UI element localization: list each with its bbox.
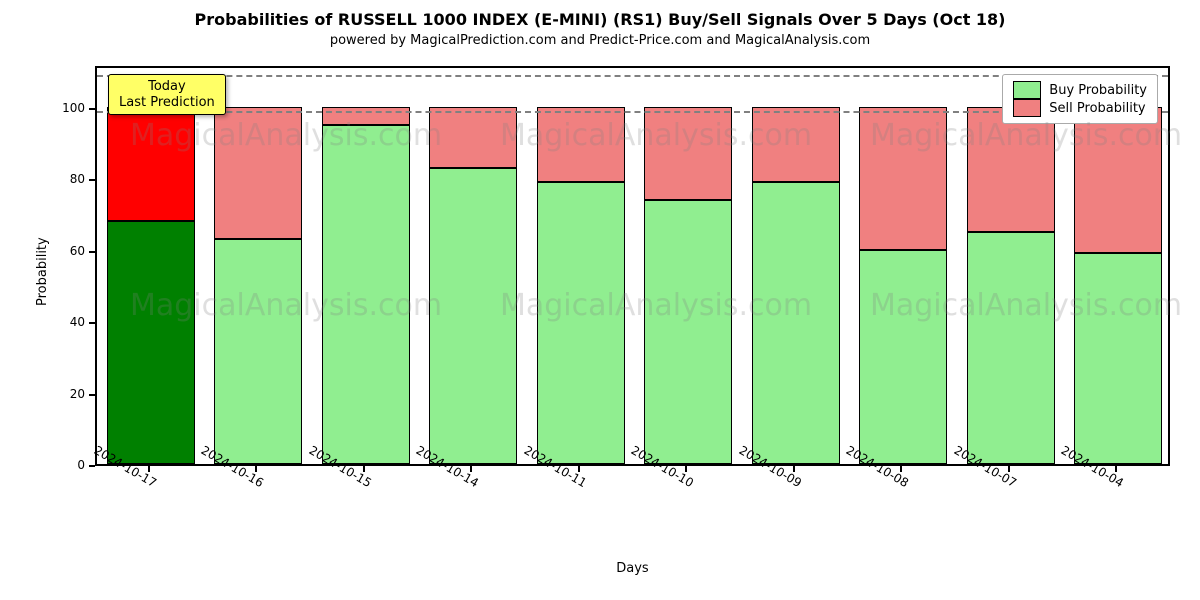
legend-row-buy: Buy Probability <box>1013 81 1147 99</box>
bar-sell <box>322 107 410 125</box>
bar-buy <box>859 250 947 464</box>
bar-sell <box>967 107 1055 232</box>
bars-container <box>97 68 1168 464</box>
bar-buy <box>1074 253 1162 464</box>
chart-title: Probabilities of RUSSELL 1000 INDEX (E-M… <box>0 0 1200 29</box>
y-tick-label: 100 <box>45 101 85 115</box>
bar-group <box>214 68 302 464</box>
legend-label-buy: Buy Probability <box>1049 83 1147 98</box>
y-tick-label: 0 <box>45 458 85 472</box>
bar-group <box>1074 68 1162 464</box>
y-tick-label: 40 <box>45 315 85 329</box>
y-tick-label: 60 <box>45 244 85 258</box>
chart-subtitle: powered by MagicalPrediction.com and Pre… <box>0 29 1200 48</box>
y-tick <box>89 465 95 467</box>
bar-buy <box>214 239 302 464</box>
legend: Buy Probability Sell Probability <box>1002 74 1158 124</box>
legend-label-sell: Sell Probability <box>1049 101 1145 116</box>
bar-sell <box>429 107 517 168</box>
bar-sell <box>752 107 840 182</box>
legend-swatch-sell <box>1013 99 1041 117</box>
bar-group <box>859 68 947 464</box>
x-axis-label: Days <box>95 561 1170 576</box>
bar-group <box>107 68 195 464</box>
bar-group <box>429 68 517 464</box>
y-tick <box>89 394 95 396</box>
bar-buy <box>967 232 1055 464</box>
bar-sell <box>644 107 732 200</box>
bar-sell <box>214 107 302 239</box>
y-tick <box>89 322 95 324</box>
legend-row-sell: Sell Probability <box>1013 99 1147 117</box>
today-callout: TodayLast Prediction <box>108 74 226 115</box>
plot-area <box>95 66 1170 466</box>
bar-group <box>967 68 1055 464</box>
y-tick-label: 80 <box>45 172 85 186</box>
bar-group <box>322 68 410 464</box>
bar-buy <box>752 182 840 464</box>
bar-buy <box>322 125 410 464</box>
bar-sell <box>537 107 625 182</box>
bar-sell <box>1074 107 1162 253</box>
y-tick <box>89 251 95 253</box>
bar-buy <box>429 168 517 464</box>
bar-sell <box>107 107 195 221</box>
y-tick <box>89 108 95 110</box>
bar-group <box>537 68 625 464</box>
bar-buy <box>537 182 625 464</box>
y-tick-label: 20 <box>45 387 85 401</box>
legend-swatch-buy <box>1013 81 1041 99</box>
y-tick <box>89 179 95 181</box>
callout-line: Today <box>119 79 215 95</box>
bar-sell <box>859 107 947 250</box>
callout-line: Last Prediction <box>119 95 215 111</box>
bar-group <box>644 68 732 464</box>
bar-group <box>752 68 840 464</box>
bar-buy <box>107 221 195 464</box>
bar-buy <box>644 200 732 464</box>
